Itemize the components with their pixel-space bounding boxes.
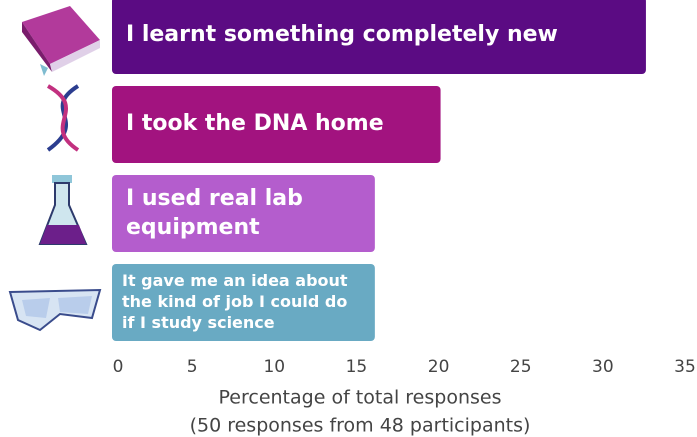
bar-label: I took the DNA home (126, 111, 384, 137)
bar (112, 86, 441, 163)
x-axis-label: Percentage of total responses (219, 387, 502, 409)
bar (112, 175, 375, 252)
bar (112, 0, 646, 74)
flask-icon (38, 175, 88, 245)
x-tick-label: 0 (113, 357, 124, 377)
bar (112, 264, 375, 341)
x-tick-label: 30 (592, 357, 614, 377)
bar-label: I used real lab equipment (126, 185, 303, 240)
x-tick-label: 5 (187, 357, 198, 377)
x-tick-label: 15 (346, 357, 368, 377)
x-tick-label: 10 (263, 357, 285, 377)
x-tick-label: 20 (428, 357, 450, 377)
goggles-icon (8, 288, 102, 332)
x-axis-note: (50 responses from 48 participants) (190, 415, 531, 437)
dna-icon (46, 84, 80, 152)
x-tick-label: 35 (674, 357, 696, 377)
x-tick-label: 25 (510, 357, 532, 377)
book-icon (22, 6, 100, 76)
bar-label: It gave me an idea about the kind of job… (122, 271, 348, 332)
bar-label: I learnt something completely new (126, 22, 558, 48)
